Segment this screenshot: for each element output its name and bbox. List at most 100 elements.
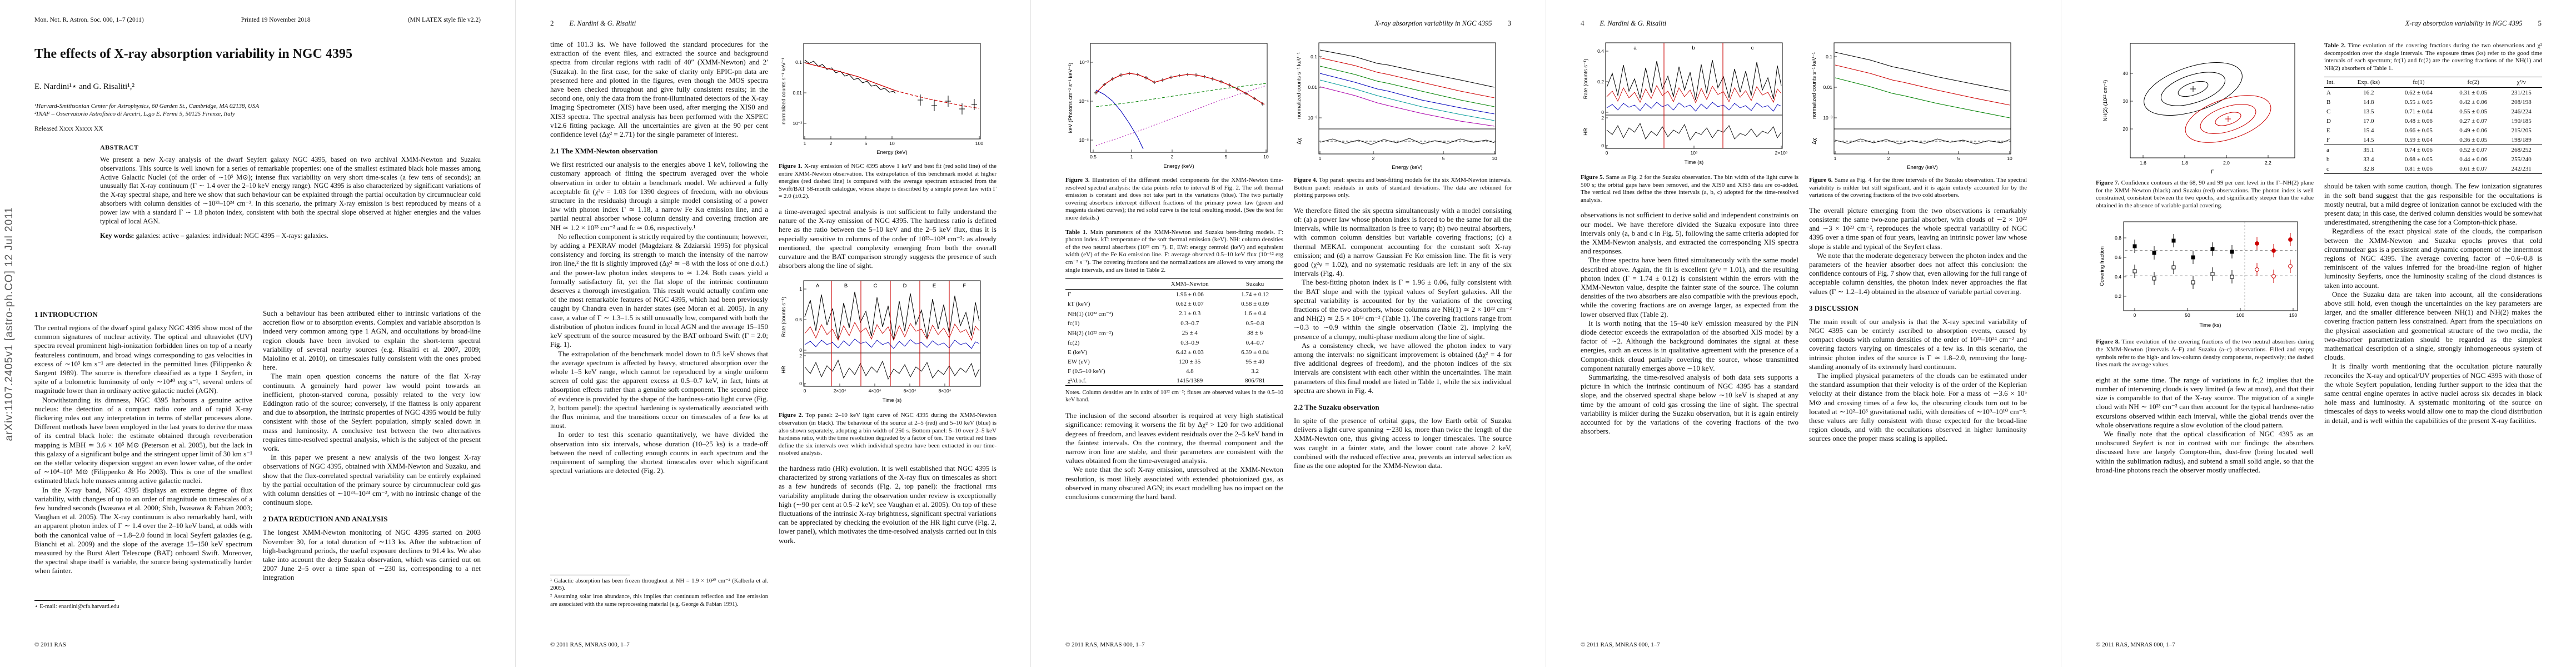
table-cell: NH(1) (10²² cm⁻²): [1068, 310, 1113, 317]
table-cell: 0.81 ± 0.06: [2391, 164, 2447, 175]
table-cell: 0.48 ± 0.06: [2404, 117, 2433, 125]
svg-text:4×10⁴: 4×10⁴: [869, 388, 881, 394]
paragraph: In order to test this scenario quantitat…: [550, 430, 768, 475]
table-row: c 32.8 0.81 ± 0.06 0.61 ± 0.07 242/231: [2324, 164, 2542, 175]
table-cell: 0.4–0.7: [1245, 339, 1264, 346]
svg-text:6×10⁴: 6×10⁴: [904, 388, 916, 394]
soft-thermal-component: [1095, 89, 1144, 150]
paragraph: In spite of the presence of orbital gaps…: [1294, 416, 1512, 470]
svg-text:Δχ: Δχ: [1296, 138, 1302, 144]
column-left: 1 INTRODUCTION The central regions of the…: [34, 309, 252, 595]
table-cell: E (keV): [1068, 349, 1088, 356]
svg-text:0.01: 0.01: [793, 90, 802, 96]
table-cell: 0.42 ± 0.06: [2459, 98, 2488, 106]
lightcurve-2-10keV: [1606, 59, 1782, 101]
column-right: Table 2. Time evolution of the covering …: [2324, 40, 2542, 630]
table-cell: Γ: [1068, 291, 1072, 298]
table-cell: 1.74 ± 0.12: [1241, 291, 1269, 298]
table-cell: E: [2326, 127, 2330, 134]
paragraph: time of 101.3 ks. We have followed the s…: [550, 40, 768, 139]
table-cell: 25 ± 4: [1182, 330, 1198, 337]
table-row: a 35.1 0.74 ± 0.06 0.52 ± 0.07 268/252: [2324, 145, 2542, 155]
contours-xmm: [2144, 62, 2243, 116]
paragraph: The main result of our analysis is that …: [1809, 317, 2027, 371]
table-cell: 0.66 ± 0.05: [2404, 127, 2433, 134]
svg-text:10: 10: [2007, 156, 2012, 161]
affiliations: ¹Harvard-Smithsonian Center for Astrophy…: [34, 102, 481, 118]
svg-text:10⁻⁵: 10⁻⁵: [1079, 137, 1089, 143]
table-cell: 198/189: [2500, 135, 2542, 146]
page-footer: © 2011 RAS, MNRAS 000, 1–7: [2096, 641, 2175, 648]
table-cell: 0.5–0.8: [1245, 320, 1264, 327]
paragraph: No reflection component is strictly requ…: [550, 232, 768, 349]
journal-header: Mon. Not. R. Astron. Soc. 000, 1–7 (2011…: [34, 17, 481, 23]
svg-text:0.1: 0.1: [1311, 54, 1317, 59]
table-cell: b: [2326, 156, 2330, 163]
table-cell: 0.74 ± 0.06: [2404, 146, 2433, 153]
xmm-low-covering: [2132, 261, 2234, 290]
paragraph: The three spectra have been fitted simul…: [1581, 256, 1798, 318]
running-title: E. Nardini & G. Risaliti: [1600, 19, 1667, 27]
svg-text:2: 2: [830, 141, 833, 146]
svg-text:A: A: [816, 283, 820, 289]
svg-text:0: 0: [799, 347, 802, 353]
table-cell: 255/240: [2511, 156, 2532, 163]
svg-text:50: 50: [2185, 312, 2190, 318]
svg-text:10: 10: [1263, 154, 1269, 160]
bat-data-points: [918, 94, 977, 115]
svg-text:D: D: [903, 283, 907, 289]
paragraph: The longest XMM-Newton monitoring of NGC…: [263, 528, 481, 582]
paragraph: Summarizing, the time-resolved analysis …: [1581, 373, 1798, 436]
table-cell: 0.52 ± 0.07: [2459, 146, 2488, 153]
page-4: 4 E. Nardini & G. Risaliti a b c 0 10: [1546, 0, 2061, 667]
table-cell: 15.4: [2363, 127, 2374, 134]
table-cell: 215/205: [2511, 127, 2532, 134]
running-title: X-ray absorption variability in NGC 4395: [1374, 19, 1492, 27]
page-2: 2 E. Nardini & G. Risaliti time of 101.3 …: [515, 0, 1030, 667]
svg-text:2: 2: [1171, 154, 1174, 160]
interval-boundaries: [831, 281, 950, 387]
spectrum-interval-c: [1835, 77, 2010, 118]
table-cell: 268/252: [2511, 146, 2532, 153]
figure-2-plot: A B C D E F 0 2×10⁴ 4×10⁴ 6×10⁴ 8×10⁴ 0 …: [781, 280, 981, 404]
table-cell: 0.62 ± 0.04: [2404, 89, 2433, 96]
svg-text:100: 100: [975, 141, 983, 146]
svg-text:Time (ks): Time (ks): [2199, 322, 2221, 328]
table-cell: 1.6 ± 0.4: [1244, 310, 1266, 317]
svg-text:1: 1: [799, 286, 802, 292]
residuals: [1319, 138, 1495, 145]
paragraph: Such a behaviour has been attributed eit…: [263, 309, 481, 372]
paragraph: We note that the moderate degeneracy bet…: [1809, 251, 2027, 296]
table-cell: 3.2: [1251, 367, 1259, 375]
svg-text:0.1: 0.1: [795, 59, 802, 65]
printed-line: Printed 19 November 2018: [241, 17, 311, 23]
paragraph: We first restricted our analysis to the …: [550, 160, 768, 232]
table-cell: C: [2326, 108, 2331, 115]
table-cell: fc(1): [1068, 320, 1080, 327]
table-row: χ²/d.o.f. 1415/1389 806/781: [1065, 376, 1283, 386]
table-cell: kT (keV): [1068, 300, 1090, 307]
running-title: X-ray absorption variability in NGC 4395: [2405, 19, 2523, 27]
table-cell: 190/185: [2511, 117, 2532, 125]
figure-6-caption: Figure 6. Same as Fig. 4 for the three i…: [1809, 177, 2027, 199]
svg-text:E: E: [933, 283, 936, 289]
svg-text:Rate (counts s⁻¹): Rate (counts s⁻¹): [1583, 59, 1589, 99]
svg-text:10: 10: [889, 141, 895, 146]
figure-8: 0 50 100 150 0.2 0.4 0.6 0.8 Time (ks) C…: [2096, 218, 2314, 369]
svg-text:1: 1: [1834, 156, 1837, 161]
spectrum-interval-6: [1319, 86, 1495, 127]
svg-text:F: F: [963, 283, 966, 289]
page-footer: © 2011 RAS, MNRAS 000, 1–7: [550, 641, 630, 648]
best-fit-model: [804, 62, 896, 91]
table-cell: 231/215: [2511, 89, 2532, 96]
figure-5-plot: a b c 0 10⁵ 2×10⁵ 0 0.2 0.4 0 2 Time (s)…: [1583, 42, 1787, 166]
total-model: [1095, 73, 1265, 105]
table-cell: c: [2324, 164, 2346, 175]
svg-text:40: 40: [2123, 71, 2129, 76]
svg-text:10⁻³: 10⁻³: [1823, 115, 1832, 121]
paragraph: a time-averaged spectral analysis is not…: [779, 207, 996, 270]
column-left: time of 101.3 ks. We have followed the s…: [550, 40, 768, 569]
figure-5-caption: Figure 5. Same as Fig. 2 for the Suzaku …: [1581, 174, 1798, 203]
svg-text:5: 5: [1442, 156, 1445, 161]
table-cell: 0.71 ± 0.04: [2404, 108, 2433, 115]
